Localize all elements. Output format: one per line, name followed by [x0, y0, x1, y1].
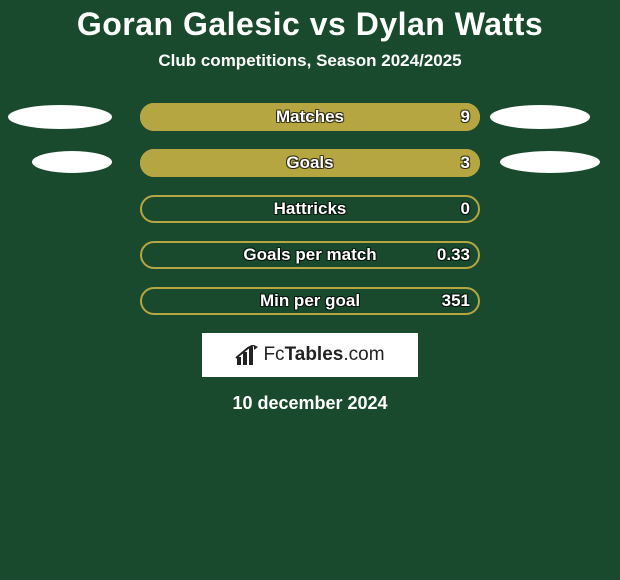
- fctables-logo: FcTables.com: [202, 333, 418, 377]
- stat-value: 9: [461, 103, 470, 131]
- stat-row: Goals per match0.33: [0, 241, 620, 269]
- decorative-ellipse: [490, 105, 590, 129]
- chart-icon: [235, 345, 259, 365]
- stat-label: Min per goal: [140, 287, 480, 315]
- decorative-ellipse: [8, 105, 112, 129]
- stat-value: 351: [442, 287, 470, 315]
- generation-date: 10 december 2024: [0, 393, 620, 414]
- comparison-chart: Matches9Goals3Hattricks0Goals per match0…: [0, 103, 620, 315]
- stat-row: Min per goal351: [0, 287, 620, 315]
- decorative-ellipse: [32, 151, 112, 173]
- stat-value: 3: [461, 149, 470, 177]
- decorative-ellipse: [500, 151, 600, 173]
- stat-label: Goals per match: [140, 241, 480, 269]
- stat-label: Hattricks: [140, 195, 480, 223]
- comparison-subtitle: Club competitions, Season 2024/2025: [0, 51, 620, 71]
- logo-text: FcTables.com: [263, 344, 384, 366]
- stat-value: 0: [461, 195, 470, 223]
- stat-label: Goals: [140, 149, 480, 177]
- comparison-title: Goran Galesic vs Dylan Watts: [0, 0, 620, 43]
- stat-label: Matches: [140, 103, 480, 131]
- stat-value: 0.33: [437, 241, 470, 269]
- stat-row: Hattricks0: [0, 195, 620, 223]
